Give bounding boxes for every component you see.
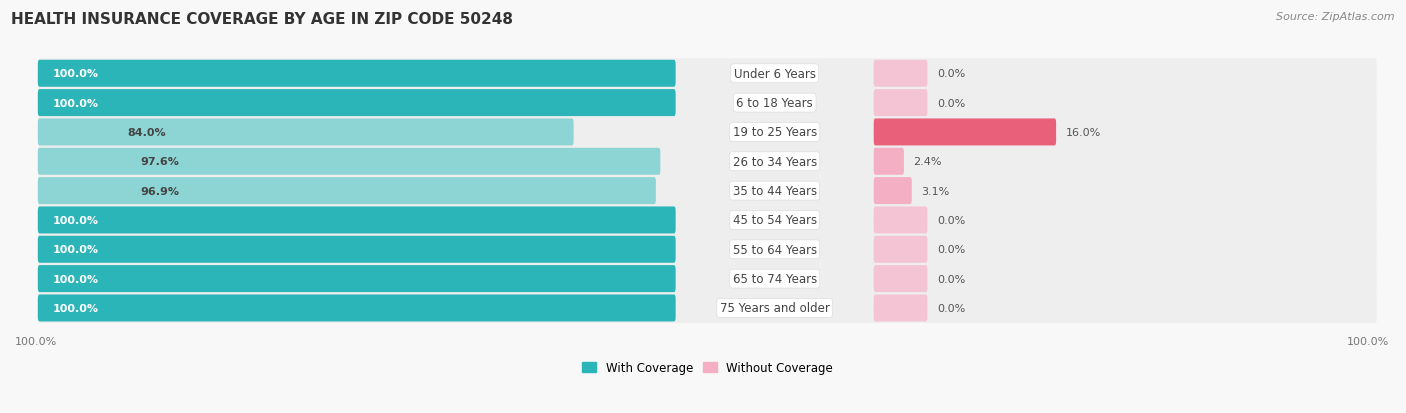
Text: 65 to 74 Years: 65 to 74 Years xyxy=(733,273,817,285)
FancyBboxPatch shape xyxy=(38,266,676,292)
FancyBboxPatch shape xyxy=(38,88,1376,118)
FancyBboxPatch shape xyxy=(873,178,911,204)
FancyBboxPatch shape xyxy=(873,61,928,88)
Text: 45 to 54 Years: 45 to 54 Years xyxy=(733,214,817,227)
FancyBboxPatch shape xyxy=(38,206,1376,235)
Text: 19 to 25 Years: 19 to 25 Years xyxy=(733,126,817,139)
FancyBboxPatch shape xyxy=(38,118,1376,147)
FancyBboxPatch shape xyxy=(38,147,1376,177)
FancyBboxPatch shape xyxy=(38,148,661,176)
FancyBboxPatch shape xyxy=(873,295,928,322)
Text: 0.0%: 0.0% xyxy=(936,303,965,313)
Text: 100.0%: 100.0% xyxy=(53,244,98,255)
Text: Under 6 Years: Under 6 Years xyxy=(734,68,815,81)
FancyBboxPatch shape xyxy=(873,266,928,292)
Text: 55 to 64 Years: 55 to 64 Years xyxy=(733,243,817,256)
Text: 97.6%: 97.6% xyxy=(141,157,180,167)
FancyBboxPatch shape xyxy=(38,235,1376,265)
Text: HEALTH INSURANCE COVERAGE BY AGE IN ZIP CODE 50248: HEALTH INSURANCE COVERAGE BY AGE IN ZIP … xyxy=(11,12,513,27)
FancyBboxPatch shape xyxy=(873,236,928,263)
FancyBboxPatch shape xyxy=(873,207,928,234)
FancyBboxPatch shape xyxy=(38,61,676,88)
Text: 84.0%: 84.0% xyxy=(128,128,166,138)
Text: 6 to 18 Years: 6 to 18 Years xyxy=(737,97,813,110)
FancyBboxPatch shape xyxy=(38,293,1376,323)
Text: 100.0%: 100.0% xyxy=(53,216,98,225)
Text: 16.0%: 16.0% xyxy=(1066,128,1101,138)
FancyBboxPatch shape xyxy=(38,264,1376,294)
FancyBboxPatch shape xyxy=(873,90,928,117)
Text: 3.1%: 3.1% xyxy=(921,186,949,196)
FancyBboxPatch shape xyxy=(38,178,655,204)
Text: 100.0%: 100.0% xyxy=(53,69,98,79)
Text: Source: ZipAtlas.com: Source: ZipAtlas.com xyxy=(1277,12,1395,22)
Text: 0.0%: 0.0% xyxy=(936,98,965,108)
Text: 0.0%: 0.0% xyxy=(936,274,965,284)
Legend: With Coverage, Without Coverage: With Coverage, Without Coverage xyxy=(582,361,832,374)
FancyBboxPatch shape xyxy=(38,207,676,234)
Text: 100.0%: 100.0% xyxy=(53,98,98,108)
FancyBboxPatch shape xyxy=(38,236,676,263)
Text: 75 Years and older: 75 Years and older xyxy=(720,302,830,315)
Text: 35 to 44 Years: 35 to 44 Years xyxy=(733,185,817,198)
FancyBboxPatch shape xyxy=(38,295,676,322)
FancyBboxPatch shape xyxy=(38,59,1376,89)
Text: 100.0%: 100.0% xyxy=(53,274,98,284)
FancyBboxPatch shape xyxy=(38,90,676,117)
Text: 0.0%: 0.0% xyxy=(936,69,965,79)
Text: 96.9%: 96.9% xyxy=(141,186,179,196)
FancyBboxPatch shape xyxy=(38,176,1376,206)
Text: 0.0%: 0.0% xyxy=(936,244,965,255)
Text: 2.4%: 2.4% xyxy=(914,157,942,167)
Text: 0.0%: 0.0% xyxy=(936,216,965,225)
Text: 100.0%: 100.0% xyxy=(53,303,98,313)
FancyBboxPatch shape xyxy=(38,119,574,146)
FancyBboxPatch shape xyxy=(873,148,904,176)
FancyBboxPatch shape xyxy=(873,119,1056,146)
Text: 26 to 34 Years: 26 to 34 Years xyxy=(733,155,817,169)
